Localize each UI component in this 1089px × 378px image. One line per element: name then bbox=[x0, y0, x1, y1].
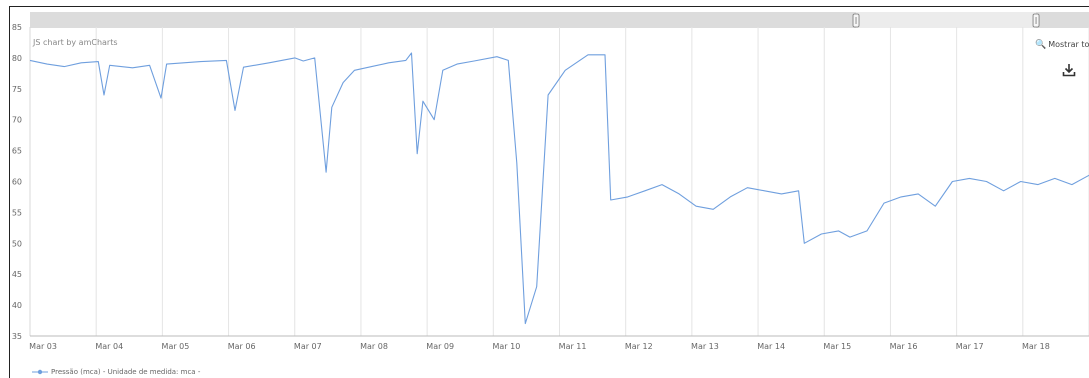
plot-area[interactable] bbox=[29, 52, 1089, 325]
x-tick-label: Mar 03 bbox=[29, 342, 57, 351]
show-all-button[interactable]: 🔍Mostrar todos bbox=[1035, 40, 1089, 50]
gridlines bbox=[95, 27, 1089, 336]
x-tick-label: Mar 10 bbox=[492, 342, 520, 351]
x-tick-label: Mar 11 bbox=[559, 342, 587, 351]
x-tick-label: Mar 18 bbox=[1022, 342, 1050, 351]
y-tick-label: 35 bbox=[12, 332, 22, 341]
x-tick-label: Mar 14 bbox=[757, 342, 785, 351]
x-tick-label: Mar 06 bbox=[228, 342, 256, 351]
legend-label: Pressão (mca) - Unidade de medida: mca - bbox=[51, 368, 201, 376]
x-tick-label: Mar 12 bbox=[625, 342, 653, 351]
amcharts-credit[interactable]: JS chart by amCharts bbox=[32, 38, 118, 47]
y-tick-label: 40 bbox=[12, 301, 22, 310]
x-tick-label: Mar 09 bbox=[426, 342, 454, 351]
x-axis: Mar 03 Mar 04 Mar 05 Mar 06 Mar 07 Mar 08 Mar … bbox=[29, 335, 1089, 351]
y-tick-label: 65 bbox=[12, 147, 22, 156]
x-tick-label: Mar 04 bbox=[95, 342, 123, 351]
scrollbar[interactable] bbox=[30, 12, 1089, 28]
x-tick-label: Mar 16 bbox=[890, 342, 918, 351]
x-tick-label: Mar 13 bbox=[691, 342, 719, 351]
legend[interactable]: Pressão (mca) - Unidade de medida: mca - bbox=[32, 368, 200, 376]
scrollbar-selection[interactable] bbox=[856, 12, 1037, 28]
legend-marker-icon bbox=[32, 369, 48, 375]
chart-frame bbox=[9, 6, 1089, 378]
x-tick-label: Mar 05 bbox=[162, 342, 190, 351]
magnifier-icon: 🔍 bbox=[1035, 40, 1047, 50]
download-icon[interactable] bbox=[1061, 62, 1077, 78]
show-all-label: Mostrar todos bbox=[1048, 40, 1089, 49]
y-tick-label: 70 bbox=[12, 116, 22, 125]
y-tick-label: 85 bbox=[12, 23, 22, 32]
y-tick-label: 75 bbox=[12, 85, 22, 94]
y-tick-label: 45 bbox=[12, 270, 22, 279]
x-tick-label: Mar 15 bbox=[823, 342, 851, 351]
series-line[interactable] bbox=[29, 52, 1089, 325]
y-tick-label: 55 bbox=[12, 208, 22, 217]
y-tick-label: 50 bbox=[12, 239, 22, 248]
y-tick-label: 80 bbox=[12, 54, 22, 63]
x-tick-label: Mar 08 bbox=[360, 342, 388, 351]
scrollbar-track[interactable] bbox=[30, 12, 1089, 28]
x-tick-label: Mar 17 bbox=[956, 342, 984, 351]
y-tick-label: 60 bbox=[12, 178, 22, 187]
y-axis: 35 40 45 50 55 60 65 70 75 80 85 bbox=[12, 23, 31, 341]
x-tick-label: Mar 07 bbox=[294, 342, 322, 351]
